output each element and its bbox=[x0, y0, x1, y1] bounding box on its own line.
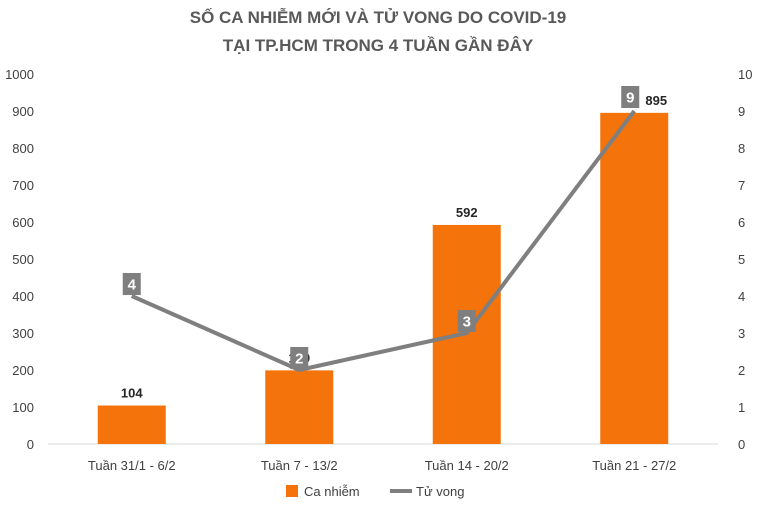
line-point-label-box bbox=[122, 273, 141, 295]
category-label: Tuần 7 - 13/2 bbox=[261, 458, 338, 473]
line-point-label: 3 bbox=[463, 314, 471, 331]
line-point-label: 9 bbox=[626, 90, 634, 107]
bar-series bbox=[97, 112, 669, 444]
category-label: Tuần 21 - 27/2 bbox=[592, 458, 676, 473]
right-tick-label: 2 bbox=[738, 363, 745, 378]
left-tick-label: 300 bbox=[12, 326, 34, 341]
right-tick-label: 10 bbox=[738, 67, 752, 82]
left-tick-label: 700 bbox=[12, 178, 34, 193]
left-tick-label: 0 bbox=[27, 437, 34, 452]
left-tick-label: 600 bbox=[12, 215, 34, 230]
right-tick-label: 8 bbox=[738, 141, 745, 156]
right-tick-label: 5 bbox=[738, 252, 745, 267]
line-point-label-box bbox=[457, 310, 476, 332]
left-axis: 0 100 200 300 400 500 600 700 800 900 1000 bbox=[5, 67, 34, 452]
category-labels: Tuần 31/1 - 6/2 Tuần 7 - 13/2 Tuần 14 - 20… bbox=[88, 458, 676, 473]
bar-value-label: 592 bbox=[456, 205, 478, 220]
category-label: Tuần 31/1 - 6/2 bbox=[88, 458, 176, 473]
line-path bbox=[130, 109, 636, 372]
right-tick-label: 6 bbox=[738, 215, 745, 230]
legend-label-bar: Ca nhiễm bbox=[304, 484, 360, 499]
left-tick-label: 100 bbox=[12, 400, 34, 415]
bar-labels: 104199592895 bbox=[121, 93, 667, 401]
chart-title-line-2: TẠI TP.HCM TRONG 4 TUẦN GẦN ĐÂY bbox=[223, 36, 534, 55]
chart-title-line-1: SỐ CA NHIỄM MỚI VÀ TỬ VONG DO COVID-19 bbox=[190, 7, 567, 27]
line-point-label: 4 bbox=[128, 277, 137, 294]
right-tick-label: 4 bbox=[738, 289, 745, 304]
left-tick-label: 900 bbox=[12, 104, 34, 119]
left-tick-label: 400 bbox=[12, 289, 34, 304]
right-tick-label: 3 bbox=[738, 326, 745, 341]
left-tick-label: 800 bbox=[12, 141, 34, 156]
right-tick-label: 0 bbox=[738, 437, 745, 452]
left-tick-label: 500 bbox=[12, 252, 34, 267]
bar-value-label: 104 bbox=[121, 386, 143, 401]
left-tick-label: 1000 bbox=[5, 67, 34, 82]
bar bbox=[265, 370, 334, 444]
bar-value-label: 895 bbox=[645, 93, 667, 108]
legend-label-line: Tử vong bbox=[416, 484, 464, 499]
right-tick-label: 1 bbox=[738, 400, 745, 415]
legend: Ca nhiễm Tử vong bbox=[286, 484, 464, 499]
legend-swatch-bar bbox=[286, 485, 298, 497]
category-label: Tuần 14 - 20/2 bbox=[425, 458, 509, 473]
right-axis: 0 1 2 3 4 5 6 7 8 9 10 bbox=[738, 67, 752, 452]
right-tick-label: 7 bbox=[738, 178, 745, 193]
bar bbox=[600, 112, 669, 444]
line-point-label-box bbox=[290, 347, 309, 369]
line-point-label: 2 bbox=[295, 351, 303, 368]
line-point-label-box bbox=[621, 86, 640, 108]
left-tick-label: 200 bbox=[12, 363, 34, 378]
line-series: 4 2 3 9 bbox=[122, 86, 640, 372]
bar bbox=[97, 405, 166, 444]
right-tick-label: 9 bbox=[738, 104, 745, 119]
